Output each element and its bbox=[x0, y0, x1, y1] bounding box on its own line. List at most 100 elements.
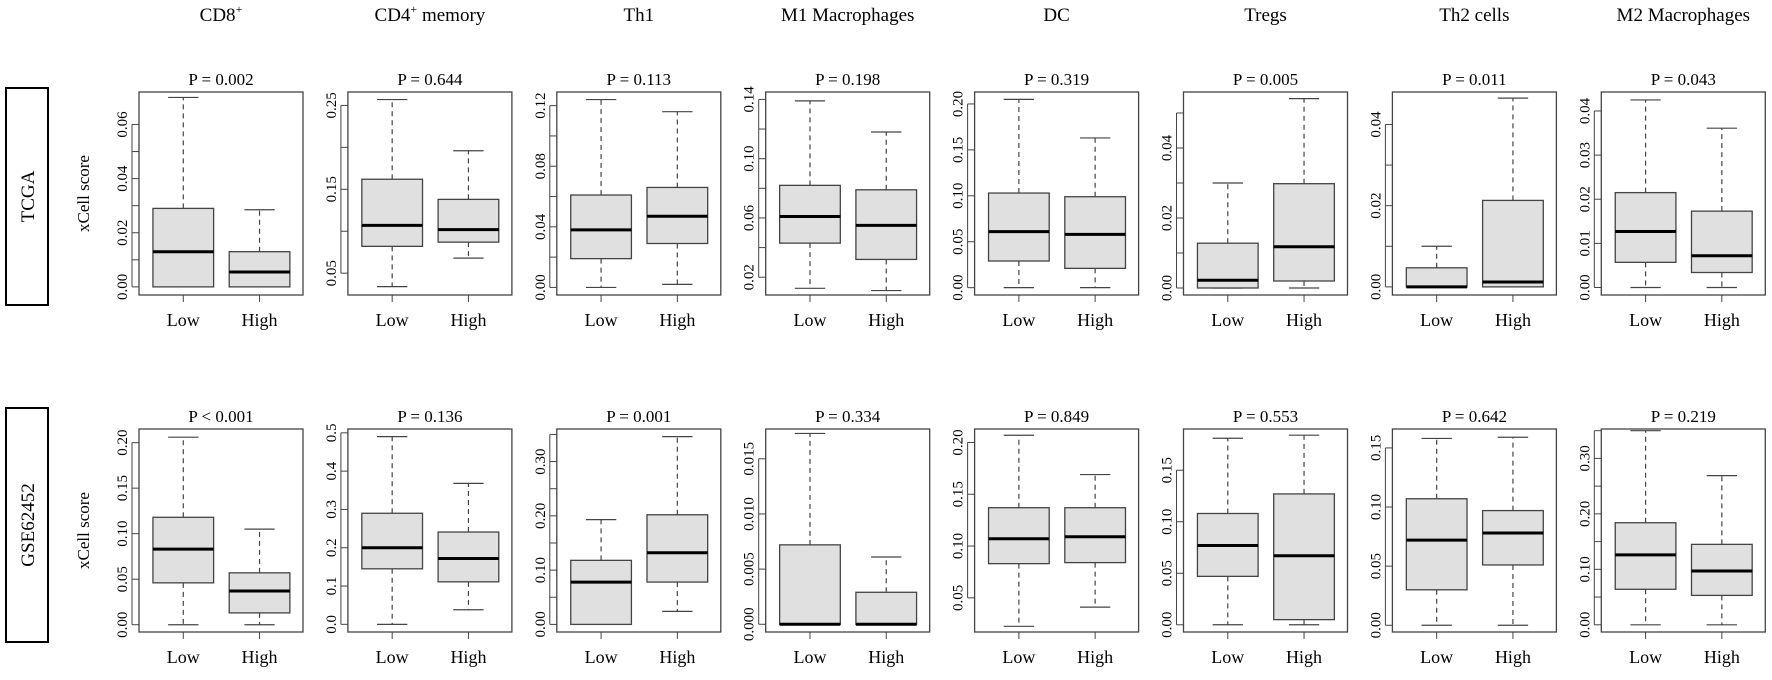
iqr-box bbox=[437, 198, 500, 243]
iqr-box bbox=[437, 531, 500, 583]
iqr-box bbox=[228, 572, 291, 614]
box-high: High bbox=[1064, 137, 1127, 330]
box-high: High bbox=[1690, 127, 1753, 330]
panel-cd8-: P = 0.002 0.00 0.02 0.04 0.06 Low High bbox=[115, 70, 304, 330]
plot-frame bbox=[138, 91, 304, 296]
y-axis-label: xCell score bbox=[74, 155, 93, 232]
box-high: High bbox=[855, 556, 918, 667]
x-tick-label: Low bbox=[167, 310, 200, 330]
column-header-main: CD8 bbox=[200, 5, 236, 26]
box-low: Low bbox=[987, 434, 1050, 667]
y-tick-label: 0.05 bbox=[324, 260, 340, 286]
box-low: Low bbox=[361, 436, 424, 667]
x-tick-label: High bbox=[1704, 647, 1740, 667]
iqr-box bbox=[1481, 509, 1544, 566]
y-tick-label: 0.00 bbox=[115, 274, 131, 300]
x-tick-label: Low bbox=[793, 647, 826, 667]
y-tick-label: 0.010 bbox=[742, 497, 758, 531]
iqr-box bbox=[361, 178, 424, 247]
plot-frame bbox=[765, 91, 931, 296]
panel-th2-cells: P = 0.011 0.00 0.02 0.04 Low High bbox=[1368, 70, 1558, 330]
y-tick-label: 0.000 bbox=[742, 607, 758, 641]
y-tick-label: 0.02 bbox=[1577, 186, 1593, 212]
dataset-label-box bbox=[5, 87, 49, 306]
y-tick-label: 0.20 bbox=[951, 429, 967, 455]
y-tick-label: 0.00 bbox=[115, 612, 131, 638]
x-tick-label: Low bbox=[1420, 647, 1453, 667]
plot-frame bbox=[1600, 91, 1766, 296]
panel-th2-cells: P = 0.642 0.00 0.05 0.10 0.15 Low High bbox=[1368, 407, 1558, 667]
y-tick-label: 0.12 bbox=[533, 93, 549, 119]
y-tick-label: 0.20 bbox=[1577, 501, 1593, 527]
y-tick-label: 0.05 bbox=[951, 585, 967, 611]
p-value: P = 0.002 bbox=[188, 70, 253, 89]
y-tick-label: 0.04 bbox=[533, 213, 549, 240]
x-tick-label: Low bbox=[1211, 310, 1244, 330]
p-value: P = 0.005 bbox=[1233, 70, 1298, 89]
panel-m1-macrophages: P = 0.334 0.000 0.005 0.010 0.015 Low High bbox=[742, 407, 931, 667]
iqr-box bbox=[361, 512, 424, 570]
iqr-box bbox=[778, 184, 841, 244]
y-tick-label: 0.20 bbox=[115, 430, 131, 456]
y-tick-label: 0.1 bbox=[324, 577, 340, 596]
p-value: P = 0.001 bbox=[606, 407, 671, 426]
y-tick-label: 0.00 bbox=[533, 611, 549, 637]
y-tick-label: 0.00 bbox=[1577, 612, 1593, 638]
y-tick-label: 0.15 bbox=[115, 475, 131, 501]
column-header: Th2 cells bbox=[1439, 5, 1509, 26]
iqr-box bbox=[152, 207, 215, 288]
plot-frame bbox=[347, 91, 513, 296]
panel-m2-macrophages: P = 0.043 0.00 0.01 0.02 0.03 0.04 Low High bbox=[1577, 70, 1766, 330]
box-low: Low bbox=[987, 98, 1050, 330]
panel-cd8-: P < 0.001 0.00 0.05 0.10 0.15 0.20 Low High bbox=[115, 407, 304, 667]
x-tick-label: Low bbox=[585, 647, 618, 667]
x-tick-label: High bbox=[1286, 310, 1322, 330]
y-tick-label: 0.10 bbox=[1368, 494, 1384, 520]
x-tick-label: High bbox=[450, 647, 486, 667]
y-tick-label: 0.06 bbox=[742, 204, 758, 231]
plot-frame bbox=[1391, 428, 1558, 633]
y-tick-label: 0.20 bbox=[533, 503, 549, 529]
y-tick-label: 0.00 bbox=[951, 275, 967, 301]
column-header-sup: + bbox=[410, 2, 417, 16]
column-header-main: M2 Macrophages bbox=[1617, 5, 1751, 26]
iqr-box bbox=[1481, 199, 1544, 288]
column-header: Tregs bbox=[1244, 5, 1287, 26]
iqr-box bbox=[1614, 191, 1677, 263]
x-tick-label: Low bbox=[1002, 310, 1035, 330]
box-high: High bbox=[1481, 97, 1544, 330]
x-tick-label: High bbox=[1077, 310, 1113, 330]
y-tick-label: 0.00 bbox=[1368, 274, 1384, 300]
box-high: High bbox=[855, 131, 918, 330]
p-value: P < 0.001 bbox=[188, 407, 253, 426]
box-high: High bbox=[1690, 474, 1753, 667]
x-tick-label: High bbox=[1495, 647, 1531, 667]
y-axis-label: xCell score bbox=[74, 492, 93, 569]
box-low: Low bbox=[1405, 245, 1468, 330]
column-header: DC bbox=[1043, 5, 1069, 26]
column-header: M1 Macrophages bbox=[781, 5, 915, 26]
y-tick-label: 0.02 bbox=[1368, 193, 1384, 219]
iqr-box bbox=[570, 194, 633, 260]
x-tick-label: Low bbox=[167, 647, 200, 667]
iqr-box bbox=[987, 507, 1050, 565]
box-high: High bbox=[646, 111, 709, 330]
panel-th1: P = 0.113 0.00 0.04 0.08 0.12 Low High bbox=[533, 70, 722, 330]
column-header: M2 Macrophages bbox=[1617, 5, 1751, 26]
y-tick-label: 0.00 bbox=[1160, 275, 1176, 301]
y-tick-label: 0.005 bbox=[742, 552, 758, 586]
box-low: Low bbox=[152, 436, 215, 667]
box-high: High bbox=[1481, 436, 1544, 667]
y-tick-label: 0.00 bbox=[533, 274, 549, 300]
panel-m1-macrophages: P = 0.198 0.02 0.06 0.10 0.14 Low High bbox=[742, 70, 931, 330]
y-tick-label: 0.15 bbox=[951, 137, 967, 163]
y-tick-label: 0.03 bbox=[1577, 142, 1593, 168]
box-low: Low bbox=[1196, 437, 1259, 667]
p-value: P = 0.644 bbox=[397, 70, 463, 89]
iqr-box bbox=[1064, 507, 1127, 564]
x-tick-label: Low bbox=[1420, 310, 1453, 330]
plot-frame bbox=[347, 428, 513, 633]
iqr-box bbox=[1405, 498, 1468, 591]
box-low: Low bbox=[152, 96, 215, 330]
